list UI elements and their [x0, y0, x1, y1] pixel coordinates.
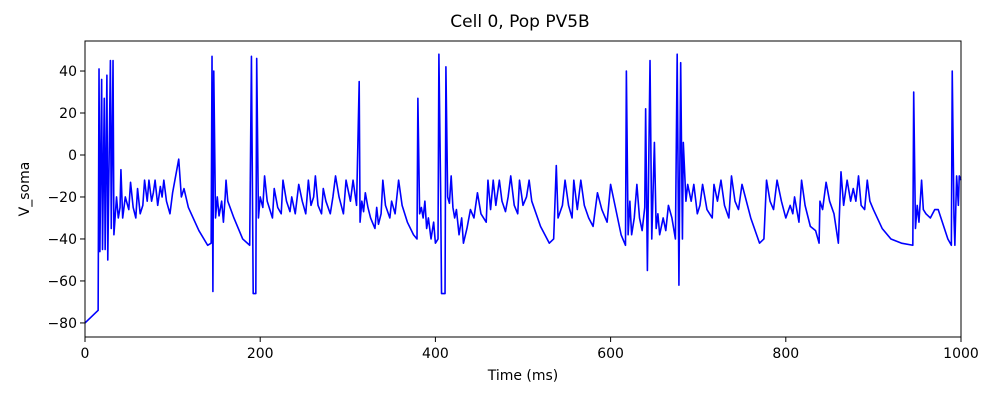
y-tick-label: 40 — [59, 64, 77, 80]
plot-frame — [84, 40, 962, 338]
x-axis-label: Time (ms) — [487, 368, 559, 384]
voltage-line — [84, 53, 962, 324]
y-tick-label: −20 — [47, 190, 77, 206]
y-axis-label: V_soma — [17, 162, 33, 217]
x-tick-label: 800 — [772, 346, 799, 362]
y-tick-label: −40 — [47, 232, 77, 248]
x-tick-label: 600 — [597, 346, 624, 362]
x-tick-label: 1000 — [943, 346, 979, 362]
chart-title: Cell 0, Pop PV5B — [450, 12, 589, 32]
y-tick-label: 0 — [68, 148, 77, 164]
y-tick-label: −60 — [47, 274, 77, 290]
y-tick-label: −80 — [47, 316, 77, 332]
x-tick-label: 0 — [81, 346, 90, 362]
x-tick-label: 200 — [247, 346, 274, 362]
x-tick-label: 400 — [422, 346, 449, 362]
y-tick-label: 20 — [59, 106, 77, 122]
